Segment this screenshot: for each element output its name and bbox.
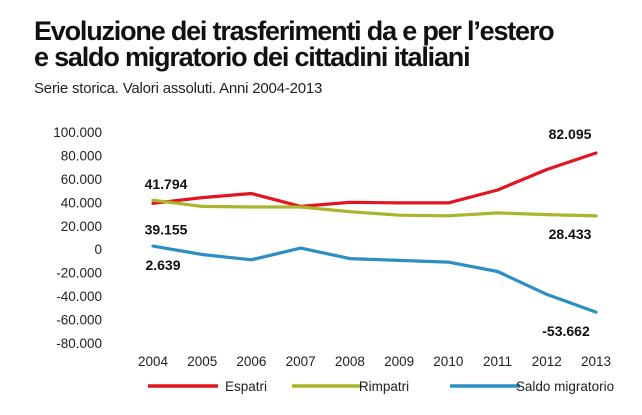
x-tick-label: 2007: [286, 354, 316, 369]
legend-label: Espatri: [225, 379, 267, 394]
data-label: -53.662: [542, 323, 590, 339]
y-tick-label: -80.000: [56, 336, 102, 351]
series-line-rimpatri: [151, 198, 598, 218]
x-tick-label: 2005: [187, 354, 217, 369]
data-label: 39.155: [145, 221, 188, 237]
y-tick-label: 0: [94, 242, 102, 257]
x-tick-label: 2006: [236, 354, 266, 369]
y-tick-label: 20.000: [61, 219, 102, 234]
x-tick-label: 2013: [581, 354, 611, 369]
data-label: 82.095: [549, 126, 592, 142]
y-tick-label: -60.000: [56, 313, 102, 328]
legend-label: Saldo migratorio: [516, 379, 614, 394]
x-tick-label: 2010: [433, 354, 463, 369]
y-tick-label: 40.000: [61, 195, 102, 210]
x-tick-label: 2004: [138, 354, 169, 369]
series-line-saldo-migratorio: [151, 244, 598, 314]
y-tick-label: 80.000: [61, 148, 102, 163]
y-tick-label: 100.000: [53, 125, 102, 140]
chart-title-line-1: Evoluzione dei trasferimenti da e per l’…: [34, 16, 555, 46]
data-label: 41.794: [145, 176, 188, 192]
x-tick-label: 2008: [335, 354, 365, 369]
y-tick-label: 60.000: [61, 172, 102, 187]
x-tick-label: 2011: [483, 354, 512, 369]
data-label: 2.639: [145, 257, 180, 273]
x-tick-label: 2012: [532, 354, 562, 369]
data-label: 28.433: [549, 226, 592, 242]
chart-title-line-2: e saldo migratorio dei cittadini italian…: [34, 42, 471, 72]
chart-title: Evoluzione dei trasferimenti da e per l’…: [34, 16, 634, 72]
legend-label: Rimpatri: [359, 379, 409, 394]
y-tick-label: -20.000: [56, 266, 102, 281]
chart-subtitle: Serie storica. Valori assoluti. Anni 200…: [34, 80, 323, 97]
y-tick-label: -40.000: [56, 289, 102, 304]
x-tick-label: 2009: [384, 354, 414, 369]
series-line-espatri: [151, 151, 598, 208]
